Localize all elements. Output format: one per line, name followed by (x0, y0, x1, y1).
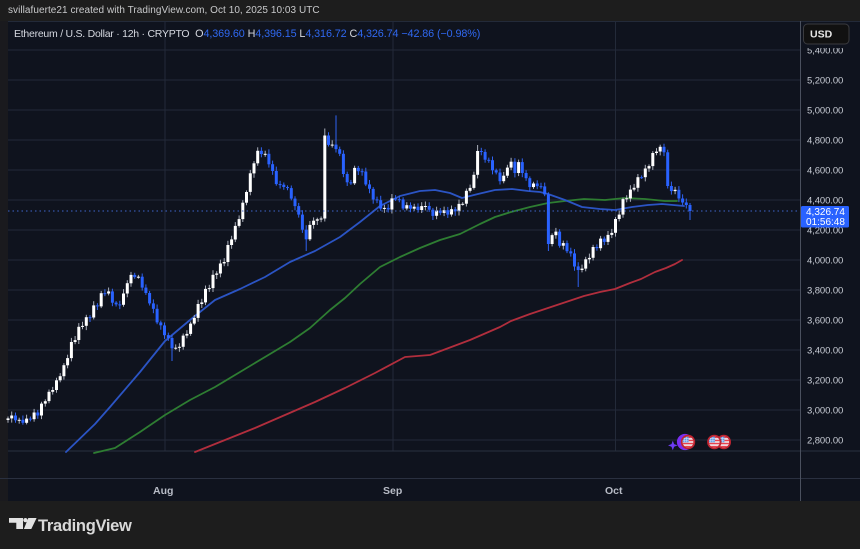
svg-text:3,400.00: 3,400.00 (807, 346, 843, 357)
svg-text:Aug: Aug (153, 485, 173, 497)
svg-text:4,200.00: 4,200.00 (807, 226, 843, 237)
svg-text:2,800.00: 2,800.00 (807, 436, 843, 447)
svg-text:4,600.00: 4,600.00 (807, 166, 843, 177)
svg-text:3,600.00: 3,600.00 (807, 316, 843, 327)
svg-text:3,200.00: 3,200.00 (807, 376, 843, 387)
svg-text:3,800.00: 3,800.00 (807, 286, 843, 297)
svg-text:4,800.00: 4,800.00 (807, 136, 843, 147)
svg-text:01:56:48: 01:56:48 (806, 217, 845, 228)
svg-text:5,000.00: 5,000.00 (807, 106, 843, 117)
svg-text:4,000.00: 4,000.00 (807, 256, 843, 267)
svg-text:Sep: Sep (383, 485, 402, 497)
svg-text:4,326.74: 4,326.74 (806, 207, 845, 218)
svg-text:4,400.00: 4,400.00 (807, 196, 843, 207)
svg-text:USD: USD (810, 29, 833, 41)
svg-text:5,400.00: 5,400.00 (807, 46, 843, 57)
svg-text:Oct: Oct (605, 485, 623, 497)
svg-text:5,200.00: 5,200.00 (807, 76, 843, 87)
svg-text:3,000.00: 3,000.00 (807, 406, 843, 417)
